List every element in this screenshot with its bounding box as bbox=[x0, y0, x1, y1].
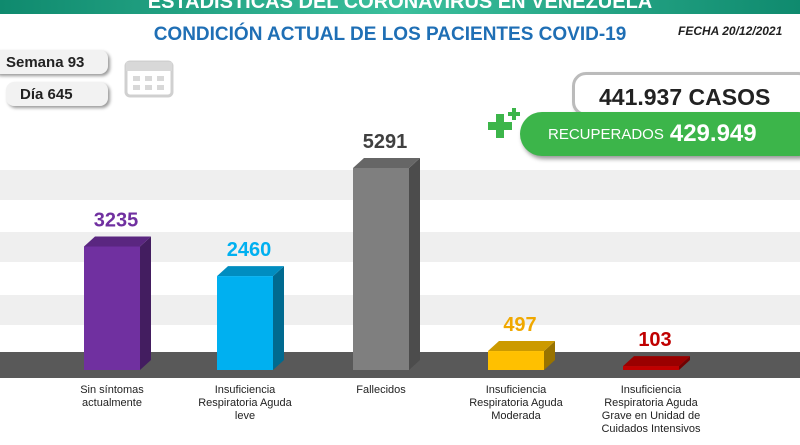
plus-icons bbox=[488, 108, 520, 138]
bar-face bbox=[679, 356, 690, 370]
value-label: 5291 bbox=[363, 131, 408, 153]
category-label: Fallecidos bbox=[356, 384, 406, 396]
bar-face bbox=[544, 341, 555, 370]
bar-face bbox=[353, 168, 409, 370]
recovered-box: RECUPERADOS 429.949 bbox=[520, 112, 800, 156]
chart-title: CONDICIÓN ACTUAL DE LOS PACIENTES COVID-… bbox=[153, 24, 627, 45]
value-label: 2460 bbox=[227, 239, 272, 261]
bar-face bbox=[273, 266, 284, 370]
banner-text: ESTADÍSTICAS DEL CORONAVIRUS EN VENEZUEL… bbox=[147, 0, 653, 13]
banner: ESTADÍSTICAS DEL CORONAVIRUS EN VENEZUEL… bbox=[0, 0, 800, 14]
bar-face bbox=[217, 276, 273, 370]
day: Día 645 bbox=[20, 85, 73, 103]
week-box: Semana 93 bbox=[0, 50, 108, 74]
bar-face bbox=[353, 158, 420, 168]
day-box: Día 645 bbox=[6, 82, 108, 106]
value-label: 497 bbox=[503, 314, 536, 336]
calendar-icon bbox=[124, 60, 174, 98]
recovered-value: 429.949 bbox=[669, 120, 757, 147]
bar-face bbox=[488, 351, 544, 370]
category-label: Insuficiencia Respiratoria Aguda Grave e… bbox=[601, 384, 701, 435]
category-label: Insuficiencia Respiratoria Aguda Moderad… bbox=[469, 384, 563, 422]
category-label: Sin síntomas actualmente bbox=[80, 384, 144, 409]
bar bbox=[623, 356, 690, 370]
category-label: Insuficiencia Respiratoria Aguda leve bbox=[198, 384, 292, 422]
recovered-label: RECUPERADOS bbox=[548, 125, 664, 143]
cases: 441.937 CASOS bbox=[599, 84, 771, 110]
bar bbox=[353, 158, 420, 370]
value-label: 3235 bbox=[94, 209, 139, 231]
bar-face bbox=[488, 341, 555, 352]
date: FECHA 20/12/2021 bbox=[678, 24, 783, 38]
bar-face bbox=[84, 236, 151, 247]
bar-face bbox=[140, 236, 151, 370]
bar bbox=[84, 236, 151, 370]
bar bbox=[217, 266, 284, 370]
bar-face bbox=[409, 158, 420, 370]
bar-face bbox=[217, 266, 284, 277]
week: Semana 93 bbox=[6, 53, 85, 71]
value-label: 103 bbox=[638, 329, 671, 351]
bar-face bbox=[623, 356, 690, 367]
bar-face bbox=[84, 246, 140, 370]
bar-face bbox=[623, 366, 679, 370]
bar bbox=[488, 341, 555, 370]
